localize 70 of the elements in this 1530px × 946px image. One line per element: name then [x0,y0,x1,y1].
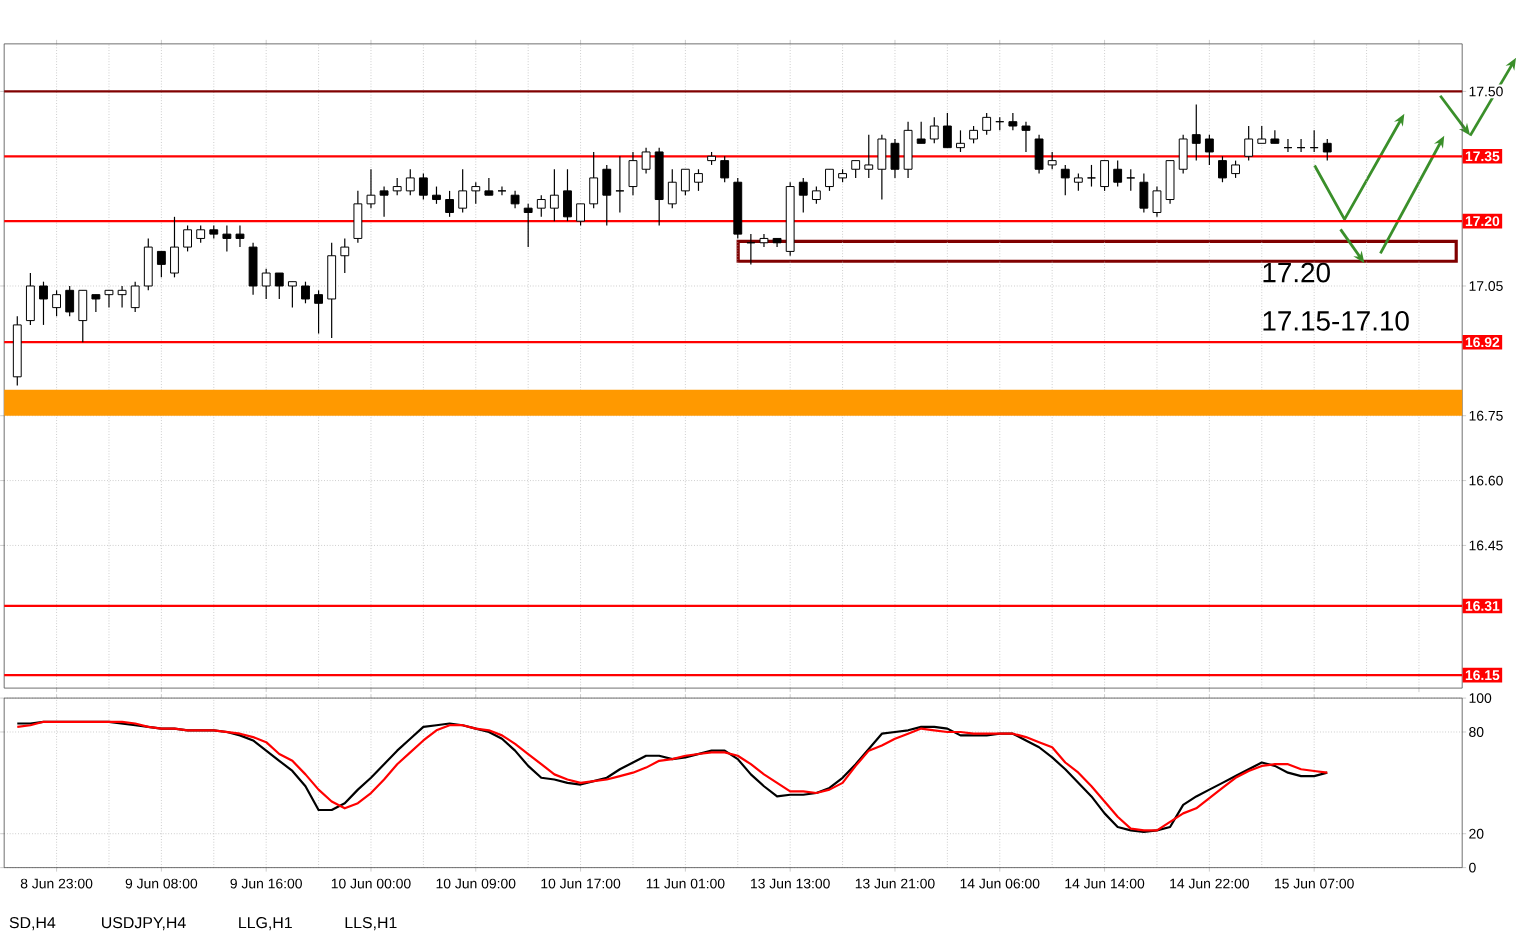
candlestick [1244,125,1254,162]
candlestick [143,238,153,292]
candlestick [301,281,310,305]
annotation: 17.20 [1263,262,1330,283]
candlestick [1191,104,1201,162]
candlestick [484,177,494,197]
candlestick [353,190,363,244]
annotation: 17.15-17.10 [1263,311,1409,332]
candlestick [536,194,546,218]
candlestick [261,268,271,300]
candlestick [563,168,572,223]
candlestick [314,290,324,335]
candlestick [274,272,284,300]
candlestick [1060,164,1070,197]
candlestick [1021,121,1031,153]
candlestick [104,290,114,309]
candlestick [942,112,952,149]
candlestick [680,168,690,197]
candlestick [667,168,677,210]
candlestick [1270,130,1280,145]
candlestick [523,203,533,248]
candlestick [694,168,703,192]
candlestick [130,281,140,313]
candlestick [445,190,455,218]
candlestick [340,238,350,274]
candlestick [471,181,481,205]
candlestick [327,242,337,339]
candlestick [549,168,559,223]
candlestick [1008,112,1018,132]
candlestick [405,168,415,197]
candlestick [39,281,48,326]
candlestick [916,121,926,145]
candlestick [183,225,193,253]
candlestick [798,177,808,214]
candlestick [418,173,428,201]
candlestick [1126,168,1136,192]
candlestick [956,130,965,153]
candlestick [25,272,35,326]
candlestick [458,168,468,214]
candlestick [1034,134,1044,175]
candlestick [864,134,874,179]
candlestick [52,290,62,318]
candlestick [825,168,834,192]
candlestick [235,225,245,248]
candlestick [1178,134,1188,175]
candlestick [156,251,166,279]
candlestick [497,186,507,197]
candlestick [248,242,258,296]
candlestick [170,216,179,279]
candlestick [1113,160,1123,188]
candlestick [287,281,297,309]
candlestick [65,285,75,318]
candlestick [1218,155,1227,184]
candlestick [602,164,612,227]
candlestick [877,134,887,201]
candlestick [117,285,127,309]
candlestick [929,117,939,145]
candlestick [91,294,101,313]
candlestick [982,112,992,136]
candlestick [576,203,586,227]
candlestick [222,225,232,253]
candlestick [1139,173,1149,214]
candlestick [720,155,730,184]
candlestick [615,155,625,214]
candlestick [1322,138,1332,162]
candlestick [1100,160,1109,192]
candlestick [78,290,88,344]
candlestick [1204,134,1214,166]
candlestick [654,147,664,227]
candlestick [589,151,599,210]
